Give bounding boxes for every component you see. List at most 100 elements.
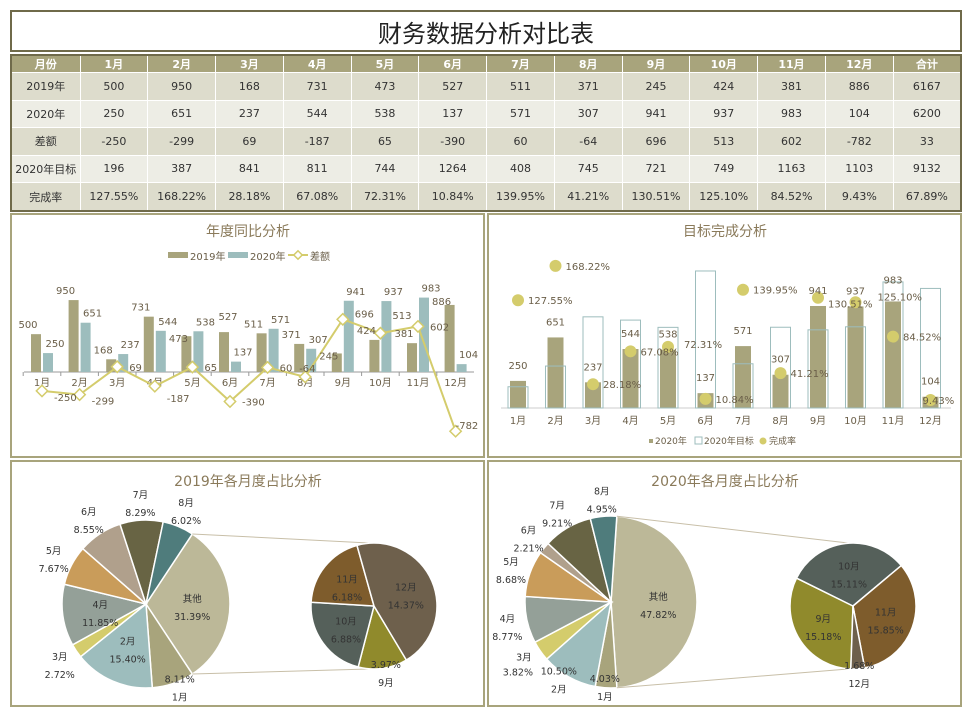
legend-label: 2020年目标 <box>704 435 754 447</box>
table-cell: -390 <box>418 127 488 156</box>
table-cell: 127.55% <box>79 182 149 212</box>
diff-marker <box>448 424 463 438</box>
yoy-chart-panel: 年度同比分析2019年2020年差额1月2月3月4月5月6月7月8月9月10月1… <box>10 213 485 458</box>
table-cell: 237 <box>215 99 284 129</box>
slice-pct: 4.95% <box>587 504 617 515</box>
legend-label: 2020年 <box>655 435 687 447</box>
slice-label: 12月 <box>848 679 870 690</box>
table-cell: 1103 <box>824 154 894 184</box>
data-label: 130.51% <box>828 300 873 311</box>
data-label: 67.08% <box>641 347 679 358</box>
data-label: 544 <box>621 329 640 340</box>
table-cell: 500 <box>79 72 149 101</box>
row-label: 2019年 <box>10 72 81 101</box>
row-label: 完成率 <box>10 182 81 212</box>
slice-label: 其他 <box>649 591 669 603</box>
data-label: 245 <box>319 351 338 362</box>
pie-slice <box>310 601 375 668</box>
bar-2020-target <box>732 363 754 409</box>
table-cell: 602 <box>757 127 826 156</box>
x-tick-label: 6月 <box>697 415 713 427</box>
bar-2020 <box>622 349 639 408</box>
slice-label: 6月 <box>81 507 97 518</box>
table-cell: 1163 <box>757 154 826 184</box>
slice-pct: 8.11% <box>165 674 195 685</box>
bar-2020 <box>847 306 864 408</box>
table-cell: 745 <box>553 154 623 184</box>
bar-2020 <box>80 322 91 372</box>
bar-2020 <box>155 330 166 372</box>
bar-2020-target <box>845 326 866 409</box>
x-tick-label: 8月 <box>772 415 788 427</box>
table-cell: 571 <box>486 99 555 129</box>
bar-2020-target <box>657 326 679 409</box>
table-cell: 387 <box>147 154 217 184</box>
slice-pct: 7.67% <box>39 564 69 575</box>
data-label: 511 <box>244 319 263 330</box>
column-header: 合计 <box>892 54 962 73</box>
data-label: -64 <box>299 364 315 375</box>
bar-2020 <box>118 354 129 372</box>
bar-2020-target <box>507 386 529 409</box>
data-label: 137 <box>233 348 252 359</box>
slice-pct: 15.85% <box>868 626 904 637</box>
slice-pct: 4.03% <box>590 674 620 685</box>
slice-pct: 6.88% <box>331 634 361 645</box>
slice-pct: 1.68% <box>844 661 874 672</box>
slice-pct: 8.77% <box>492 632 522 643</box>
completion-marker <box>849 296 862 309</box>
table-row: 2020年目标 196 387 841 811 744 1264 408 745 721 749 11… <box>10 154 962 184</box>
pie-slice <box>79 602 154 689</box>
slice-pct: 6.18% <box>332 592 362 603</box>
data-label: 168 <box>94 345 113 356</box>
table-cell: 245 <box>621 72 691 101</box>
bar-2020 <box>343 300 354 372</box>
slice-pct: 3.82% <box>503 667 533 678</box>
slice-label: 4月 <box>500 614 516 625</box>
diff-marker <box>411 319 425 334</box>
bar-2020 <box>772 374 789 408</box>
bar-2020-target <box>620 319 641 409</box>
slice-label: 10月 <box>838 562 860 573</box>
table-cell: 168 <box>215 72 284 101</box>
pie-slice <box>145 532 231 676</box>
column-header: 10月 <box>689 54 759 73</box>
diff-marker <box>298 370 312 384</box>
slice-label: 10月 <box>335 616 357 627</box>
slice-label: 11月 <box>875 608 897 619</box>
bar-2020 <box>810 305 826 408</box>
slice-pct: 14.37% <box>388 600 424 611</box>
pie-2019-panel: 2019年各月度占比分析 其他 31.39% 1月 8.11% 2月 15.40% 3月 2.7… <box>10 460 485 707</box>
table-cell: 139.95% <box>486 182 555 212</box>
slice-label: 11月 <box>336 574 358 585</box>
completion-marker <box>624 345 637 358</box>
diff-marker <box>223 394 237 409</box>
legend-label: 2019年 <box>190 250 225 263</box>
table-row: 完成率 127.55% 168.22% 28.18% 67.08% 72.31% 10.84… <box>10 182 962 212</box>
x-tick-label: 10月 <box>844 415 867 427</box>
slice-label: 5月 <box>503 557 519 568</box>
pie-slice <box>610 515 698 689</box>
connector-line <box>192 668 370 675</box>
x-tick-label: 11月 <box>882 415 905 427</box>
column-header: 6月 <box>418 54 488 73</box>
yoy-chart: 年度同比分析2019年2020年差额1月2月3月4月5月6月7月8月9月10月1… <box>18 224 478 438</box>
slice-label: 9月 <box>815 614 831 625</box>
slice-label: 6月 <box>521 525 537 536</box>
table-cell: 307 <box>553 99 623 129</box>
table-cell: 9.43% <box>824 182 894 212</box>
slice-label: 1月 <box>597 692 613 703</box>
column-header: 7月 <box>486 54 555 73</box>
target-chart: 目标完成分析 1月 2月 3月 4月 5月 6月 7月 8月 9月 10月 11月 12月 2020年 20… <box>501 224 954 447</box>
diff-marker <box>185 360 200 374</box>
data-label: 983 <box>883 275 902 286</box>
table-cell: -299 <box>147 127 217 156</box>
legend-swatch-2020 <box>228 252 248 258</box>
table-cell: 527 <box>418 72 488 101</box>
row-label: 差额 <box>10 127 81 156</box>
completion-marker <box>737 283 749 296</box>
data-label: 250 <box>508 361 527 372</box>
data-label: 527 <box>218 312 237 323</box>
data-label: 127.55% <box>528 296 573 307</box>
